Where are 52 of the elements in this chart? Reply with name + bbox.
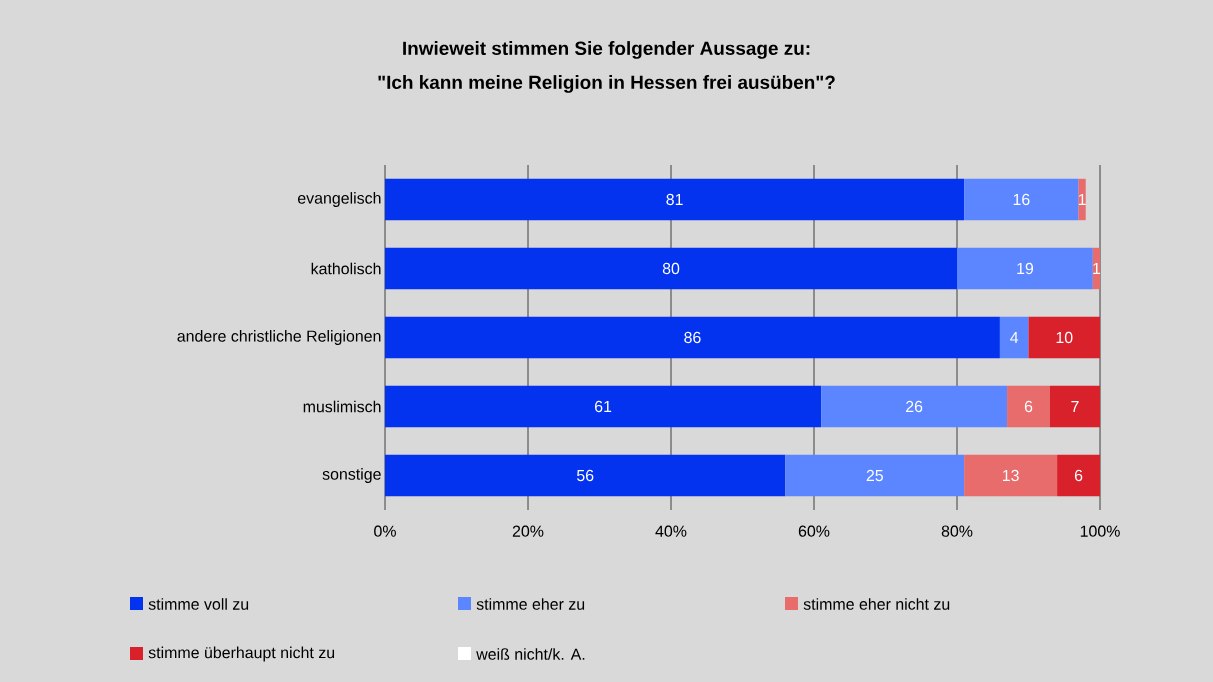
x-tick-label: 40%	[655, 525, 687, 537]
data-label: 86	[684, 331, 701, 344]
data-label: 6	[1024, 400, 1033, 413]
y-tick-label: evangelisch	[297, 192, 381, 207]
bar	[821, 385, 1008, 428]
x-tick-label: 80%	[941, 525, 973, 537]
data-label: 6	[1074, 469, 1083, 482]
x-tick-label: 100%	[1080, 525, 1120, 537]
legend-label: stimme überhaupt nicht zu	[148, 646, 335, 662]
bar	[1057, 454, 1101, 497]
bar	[785, 454, 965, 497]
bar	[964, 178, 1079, 221]
bar	[385, 385, 822, 428]
y-tick-label: andere christliche Religionen	[177, 330, 381, 345]
data-label: 10	[1056, 331, 1073, 344]
data-label: 80	[662, 262, 680, 275]
legend-label: stimme eher nicht zu	[803, 598, 950, 610]
bar	[1049, 385, 1101, 428]
data-label: 13	[1002, 469, 1019, 482]
legend-label: stimme eher zu	[476, 598, 585, 610]
y-tick-label: muslimisch	[303, 400, 381, 413]
data-label: 1	[1078, 194, 1086, 205]
data-label: 61	[595, 400, 612, 413]
y-tick-label: sonstige	[322, 468, 381, 483]
data-label: 81	[666, 193, 683, 206]
legend-label: weiß nicht/k. A.	[476, 648, 585, 660]
bar	[964, 454, 1058, 497]
data-label: 19	[1017, 262, 1034, 275]
bar	[1092, 247, 1101, 290]
bar	[1028, 316, 1101, 359]
data-label: 4	[1010, 332, 1019, 343]
bar	[385, 454, 786, 497]
bar	[385, 247, 958, 290]
x-tick-label: 20%	[512, 525, 544, 537]
x-tick-label: 0%	[374, 525, 396, 537]
bar	[385, 178, 965, 221]
bar	[999, 316, 1029, 359]
data-label: 16	[1013, 193, 1030, 206]
bar	[1007, 385, 1050, 428]
bar	[385, 316, 1000, 359]
data-label: 25	[866, 469, 883, 482]
bar	[1078, 178, 1086, 221]
chart-title: Inwieweit stimmen Sie folgender Aussage zu:	[403, 41, 810, 59]
chart-subtitle: "Ich kann meine Religion in Hessen frei ausüben"?	[378, 75, 835, 93]
data-label: 7	[1071, 401, 1079, 412]
data-label: 56	[576, 469, 594, 482]
data-label: 1	[1093, 263, 1101, 274]
data-label: 26	[906, 400, 923, 413]
x-tick-label: 60%	[798, 525, 830, 537]
y-tick-label: katholisch	[311, 262, 381, 275]
legend-label: stimme voll zu	[148, 598, 249, 610]
bar	[957, 247, 1093, 290]
